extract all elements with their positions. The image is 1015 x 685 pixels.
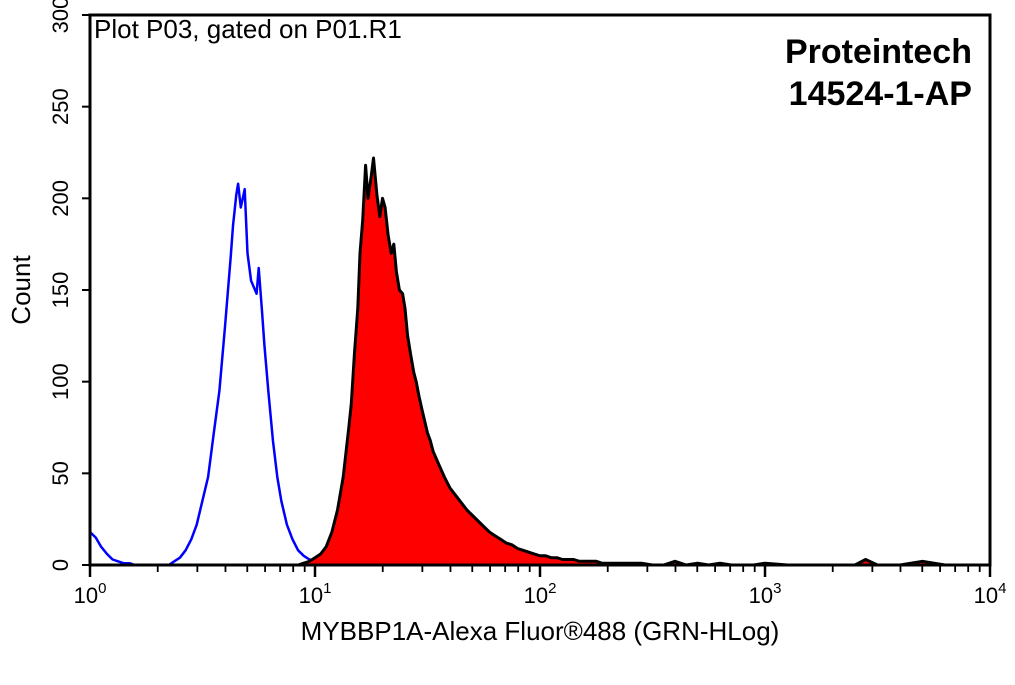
brand-label: Proteintech [785, 33, 972, 71]
y-tick-label: 300 [48, 0, 73, 33]
y-tick-label: 250 [48, 88, 73, 125]
y-tick-label: 100 [48, 363, 73, 400]
plot-title: Plot P03, gated on P01.R1 [94, 14, 402, 44]
y-tick-label: 150 [48, 272, 73, 309]
chart-svg: 050100150200250300Count100101102103104MY… [0, 0, 1015, 685]
x-axis-label: MYBBP1A-Alexa Fluor®488 (GRN-HLog) [301, 616, 780, 646]
product-id-label: 14524-1-AP [789, 75, 972, 113]
y-tick-label: 200 [48, 180, 73, 217]
y-tick-label: 0 [48, 559, 73, 571]
flow-cytometry-histogram: 050100150200250300Count100101102103104MY… [0, 0, 1015, 685]
y-axis-label: Count [6, 255, 36, 325]
y-tick-label: 50 [48, 461, 73, 485]
